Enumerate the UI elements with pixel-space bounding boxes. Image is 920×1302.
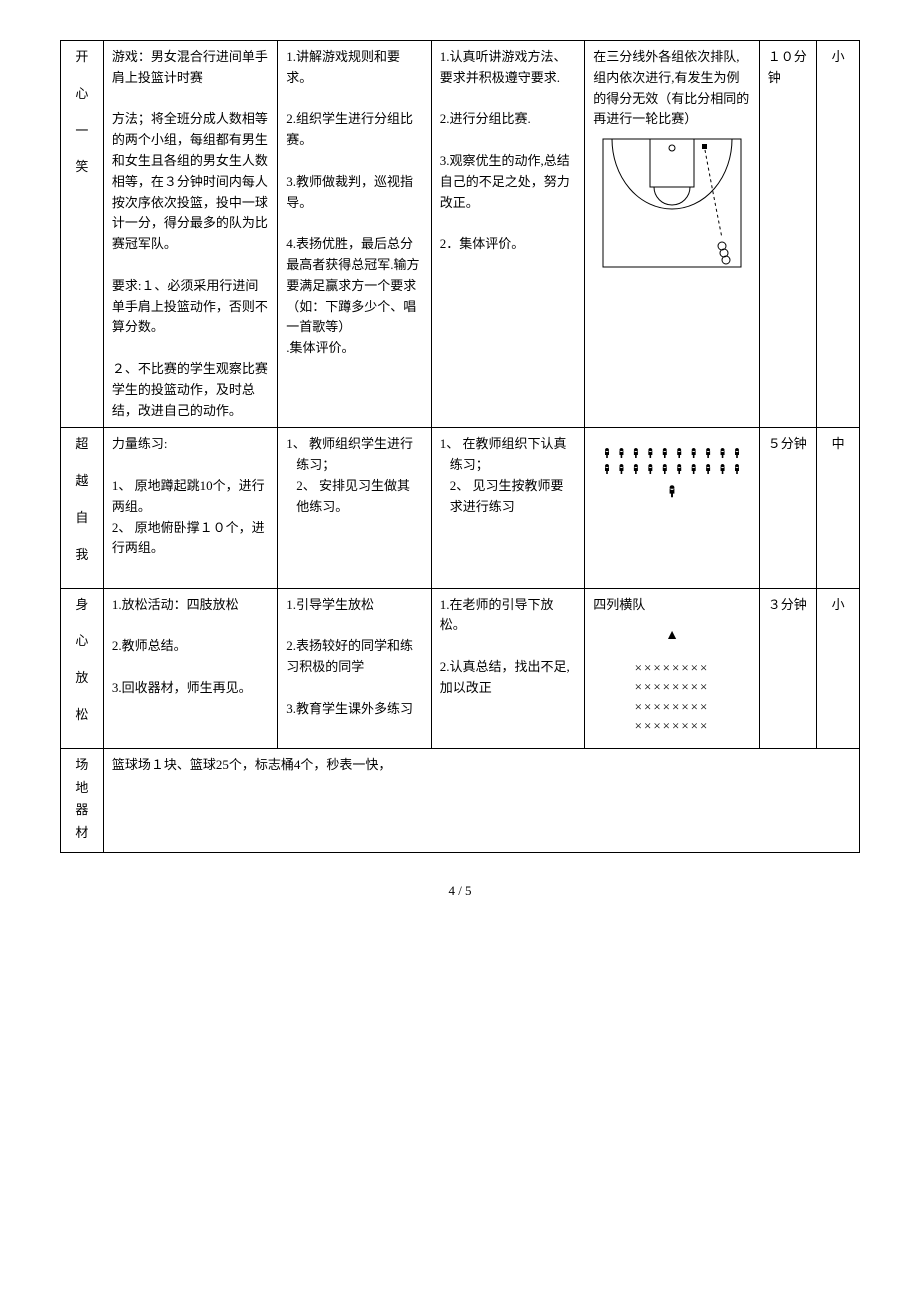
section-char: 超 [69,434,95,455]
section-char: 器 [69,800,95,821]
section-char: 我 [69,545,95,566]
table-row: 身 心 放 松 1.放松活动：四肢放松 2.教师总结。 3.回收器材，师生再见。… [61,588,860,748]
student-formation-diagram [597,442,747,502]
time-cell: ３分钟 [759,588,816,748]
organization-cell: 四列横队 ▲ ×××××××××××××××××××××××××××××××× [585,588,759,748]
section-label: 身 心 放 松 [61,588,104,748]
student-activity-cell: 1、 在教师组织下认真练习； 2、 见习生按教师要求进行练习 [431,428,585,588]
time-cell: ５分钟 [759,428,816,588]
section-char: 一 [69,121,95,142]
x-formation: ×××××××××××××××××××××××××××××××× [593,658,750,736]
content-cell: 力量练习: 1、 原地蹲起跳10个，进行两组。 2、 原地俯卧撑１０个，进行两组… [103,428,277,588]
section-char: 场 [69,755,95,776]
content-cell: 游戏：男女混合行进间单手肩上投篮计时赛 方法；将全班分成人数相等的两个小组，每组… [103,41,277,428]
load-cell: 小 [817,41,860,428]
teacher-activity-cell: 1.讲解游戏规则和要求。 2.组织学生进行分组比赛。 3.教师做裁判，巡视指导。… [278,41,432,428]
time-cell: １０分钟 [759,41,816,428]
section-char: 身 [69,595,95,616]
section-label: 超 越 自 我 [61,428,104,588]
organization-cell: 在三分线外各组依次排队,组内依次进行,有发生为例的得分无效（有比分相同的再进行一… [585,41,759,428]
section-label: 开 心 一 笑 [61,41,104,428]
table-row: 超 越 自 我 力量练习: 1、 原地蹲起跳10个，进行两组。 2、 原地俯卧撑… [61,428,860,588]
section-char: 材 [69,823,95,844]
equipment-cell: 篮球场１块、篮球25个，标志桶4个，秒表一快， [103,748,859,852]
content-cell: 1.放松活动：四肢放松 2.教师总结。 3.回收器材，师生再见。 [103,588,277,748]
section-char: 放 [69,668,95,689]
load-cell: 小 [817,588,860,748]
section-char: 越 [69,471,95,492]
section-char: 自 [69,508,95,529]
basketball-court-diagram [602,138,742,268]
org-text: 在三分线外各组依次排队,组内依次进行,有发生为例的得分无效（有比分相同的再进行一… [593,47,750,130]
lesson-plan-table: 开 心 一 笑 游戏：男女混合行进间单手肩上投篮计时赛 方法；将全班分成人数相等… [60,40,860,853]
section-char: 心 [69,84,95,105]
load-cell: 中 [817,428,860,588]
teacher-marker: ▲ [593,625,750,647]
teacher-activity-cell: 1、 教师组织学生进行练习； 2、 安排见习生做其他练习。 [278,428,432,588]
student-activity-cell: 1.认真听讲游戏方法、要求并积极遵守要求. 2.进行分组比赛. 3.观察优生的动… [431,41,585,428]
section-char: 笑 [69,157,95,178]
student-activity-cell: 1.在老师的引导下放松。 2.认真总结，找出不足,加以改正 [431,588,585,748]
table-row: 场 地 器 材 篮球场１块、篮球25个，标志桶4个，秒表一快， [61,748,860,852]
section-char: 地 [69,778,95,799]
section-char: 开 [69,47,95,68]
teacher-activity-cell: 1.引导学生放松 2.表扬较好的同学和练习积极的同学 3.教育学生课外多练习 [278,588,432,748]
section-char: 松 [69,705,95,726]
org-text: 四列横队 [593,595,750,616]
section-char: 心 [69,631,95,652]
page-number: 4 / 5 [60,881,860,902]
table-row: 开 心 一 笑 游戏：男女混合行进间单手肩上投篮计时赛 方法；将全班分成人数相等… [61,41,860,428]
organization-cell [585,428,759,588]
section-label: 场 地 器 材 [61,748,104,852]
